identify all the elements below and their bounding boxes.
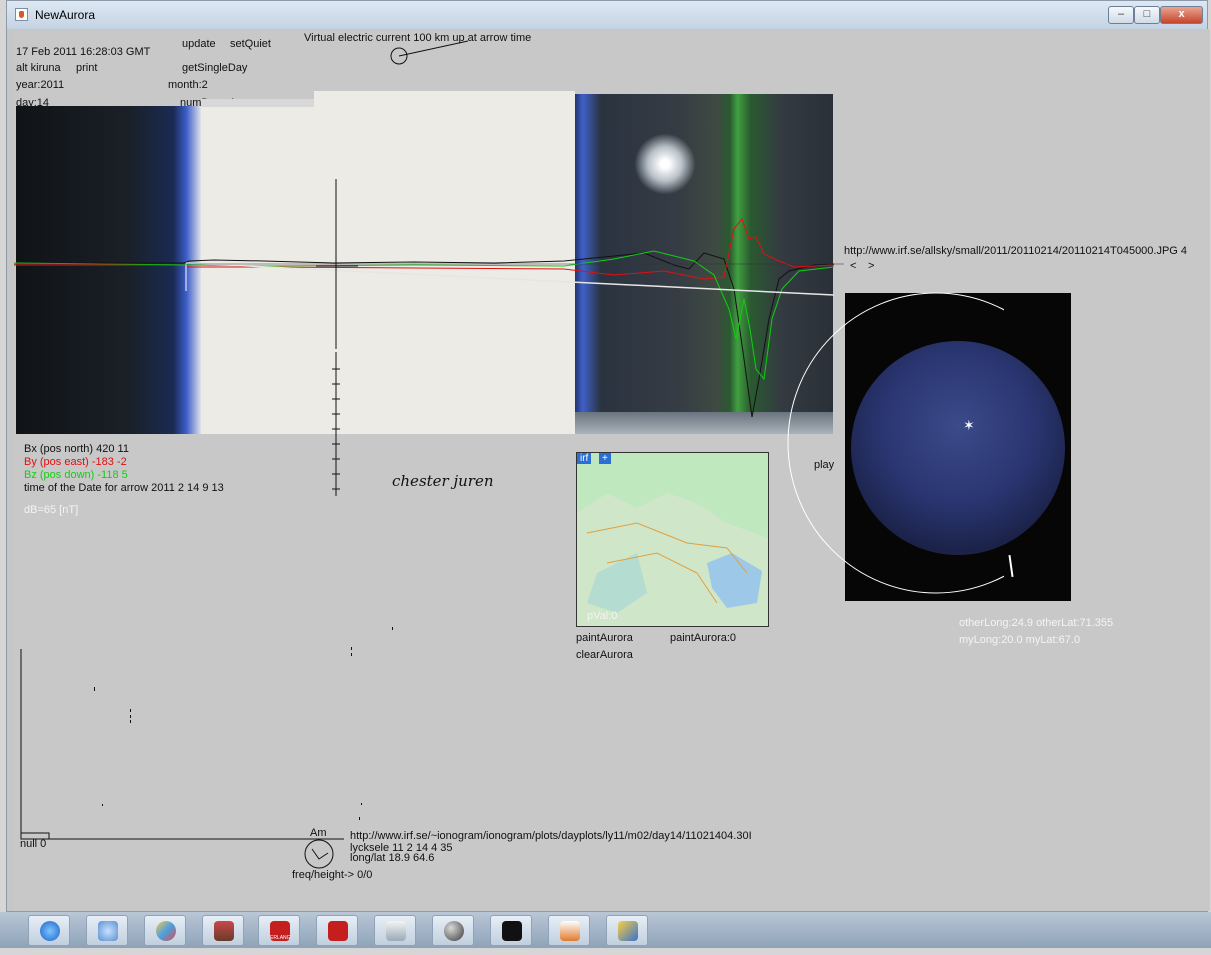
- datetime-label: 17 Feb 2011 16:28:03 GMT: [16, 46, 151, 58]
- filezilla-icon[interactable]: [316, 915, 358, 946]
- taskbar: ERLANG: [0, 912, 1211, 948]
- crosshair-scale: [316, 179, 358, 496]
- plot-white-tab: [314, 91, 575, 107]
- ionogram-plot: [20, 627, 393, 840]
- allsky-url: http://www.irf.se/allsky/small/2011/2011…: [844, 245, 1188, 257]
- internet-explorer-icon[interactable]: [28, 915, 70, 946]
- paint-icon[interactable]: [144, 915, 186, 946]
- plot-top-strip: [201, 99, 314, 107]
- play-button[interactable]: play: [814, 459, 835, 471]
- robot-icon[interactable]: [202, 915, 244, 946]
- star-marker-icon: ✶: [963, 417, 975, 433]
- paint-aurora-button[interactable]: paintAurora: [576, 632, 633, 644]
- allsky-field-circle: [787, 292, 1004, 594]
- sphere-icon[interactable]: [432, 915, 474, 946]
- window-title: NewAurora: [35, 8, 96, 22]
- longlat-label: long/lat 18.9 64.6: [350, 852, 435, 864]
- paint-aurora-value: paintAurora:0: [670, 632, 737, 644]
- plot-white-area: [201, 106, 575, 434]
- freq-height-label: freq/height-> 0/0: [292, 869, 373, 881]
- year-field[interactable]: year:2011: [16, 79, 65, 91]
- update-button[interactable]: update: [182, 38, 216, 50]
- bx-label: Bx (pos north) 420 11: [24, 443, 129, 455]
- signature: chester juren: [392, 472, 494, 490]
- my-coords-label: myLong:20.0 myLat:67.0: [959, 634, 1081, 646]
- time-arrow-label: time of the Date for arrow 2011 2 14 9 1…: [24, 482, 224, 494]
- settings-icon[interactable]: [606, 915, 648, 946]
- file-manager-icon[interactable]: [374, 915, 416, 946]
- lycksele-label: lycksele 11 2 14 4 35: [350, 842, 453, 854]
- print-button[interactable]: print: [76, 62, 98, 74]
- network-icon[interactable]: [86, 915, 128, 946]
- close-button[interactable]: x: [1160, 6, 1203, 24]
- magnetometer-plot: [14, 217, 844, 418]
- maximize-button[interactable]: □: [1134, 6, 1160, 24]
- main-canvas: 17 Feb 2011 16:28:03 GMT update setQuiet…: [14, 29, 1210, 911]
- ionogram-url-link[interactable]: http://www.irf.se/~ionogram/ionogram/plo…: [350, 830, 752, 842]
- map-tab[interactable]: irf: [577, 453, 592, 464]
- java-icon[interactable]: [548, 915, 590, 946]
- virtual-current-label: Virtual electric current 100 km up at ar…: [304, 32, 532, 44]
- getsingleday-button[interactable]: getSingleDay: [182, 62, 248, 74]
- by-label: By (pos east) -183 -2: [24, 456, 127, 468]
- clock-dial-icon: [304, 839, 334, 869]
- clear-aurora-button[interactable]: clearAurora: [576, 649, 633, 661]
- month-field[interactable]: month:2: [168, 79, 208, 91]
- setquiet-button[interactable]: setQuiet: [230, 38, 271, 50]
- next-image-button[interactable]: >: [868, 260, 875, 272]
- other-coords-label: otherLong:24.9 otherLat:71.355: [959, 617, 1114, 629]
- current-arrow-icon: [390, 40, 469, 65]
- map-zoom-in-button[interactable]: +: [599, 453, 611, 464]
- app-window: NewAurora – □ x 17 Feb 2011 16:28:03 GMT…: [6, 0, 1210, 912]
- null-label: null 0: [20, 838, 47, 850]
- prev-image-button[interactable]: <: [850, 260, 857, 272]
- cmd-icon[interactable]: [490, 915, 532, 946]
- erlang-icon[interactable]: ERLANG: [258, 915, 300, 946]
- java-app-icon: [15, 8, 28, 21]
- am-label: Am: [310, 827, 327, 839]
- pval-label: pVal:0: [587, 610, 618, 622]
- minimize-button[interactable]: –: [1108, 6, 1134, 24]
- bz-label: Bz (pos down) -118 5: [24, 469, 128, 481]
- title-bar[interactable]: NewAurora – □ x: [7, 1, 1207, 29]
- allsky-keogram-left: [16, 106, 201, 434]
- db-scale-label: dB=65 [nT]: [24, 504, 79, 516]
- scandinavia-map[interactable]: irf + pVal:0: [576, 452, 769, 627]
- alt-kiruna-button[interactable]: alt kiruna: [16, 62, 61, 74]
- allsky-fisheye-image[interactable]: ✶: [845, 293, 1071, 601]
